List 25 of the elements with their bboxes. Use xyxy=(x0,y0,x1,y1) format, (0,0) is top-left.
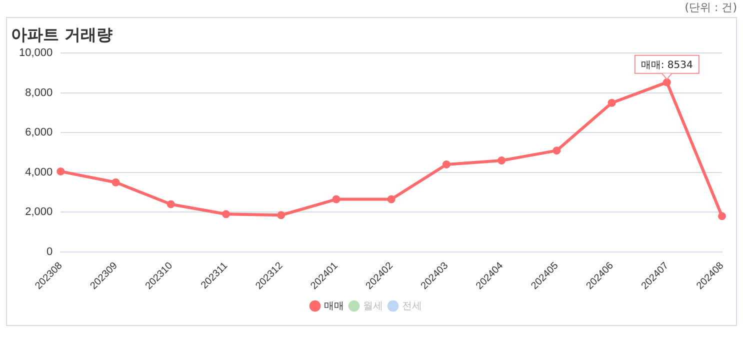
y-tick-label: 8,000 xyxy=(25,86,53,99)
y-tick-label: 6,000 xyxy=(25,126,53,139)
point xyxy=(332,195,340,204)
point xyxy=(718,212,726,220)
point xyxy=(166,200,175,208)
point xyxy=(552,146,561,155)
point xyxy=(277,211,286,220)
point xyxy=(112,178,120,186)
y-tick-label: 4,000 xyxy=(25,166,53,178)
point xyxy=(608,98,616,107)
point xyxy=(662,78,671,86)
y-tick-label: 2,000 xyxy=(25,206,53,218)
text: (단위 : 건) xyxy=(684,0,737,15)
annotation: 매매: 8534 xyxy=(640,60,693,71)
legend-label: 월세 xyxy=(363,300,383,312)
point xyxy=(387,195,396,204)
point xyxy=(498,156,506,165)
y-tick-label: 10,000 xyxy=(18,47,53,60)
point xyxy=(56,167,65,176)
chart-title: 아파트 거래량 xyxy=(11,24,113,44)
legend-label: 전세 xyxy=(402,300,422,312)
point xyxy=(222,210,230,218)
y-tick-label: 0 xyxy=(46,246,53,258)
point xyxy=(442,160,450,168)
legend-label: 매매 xyxy=(324,300,344,312)
